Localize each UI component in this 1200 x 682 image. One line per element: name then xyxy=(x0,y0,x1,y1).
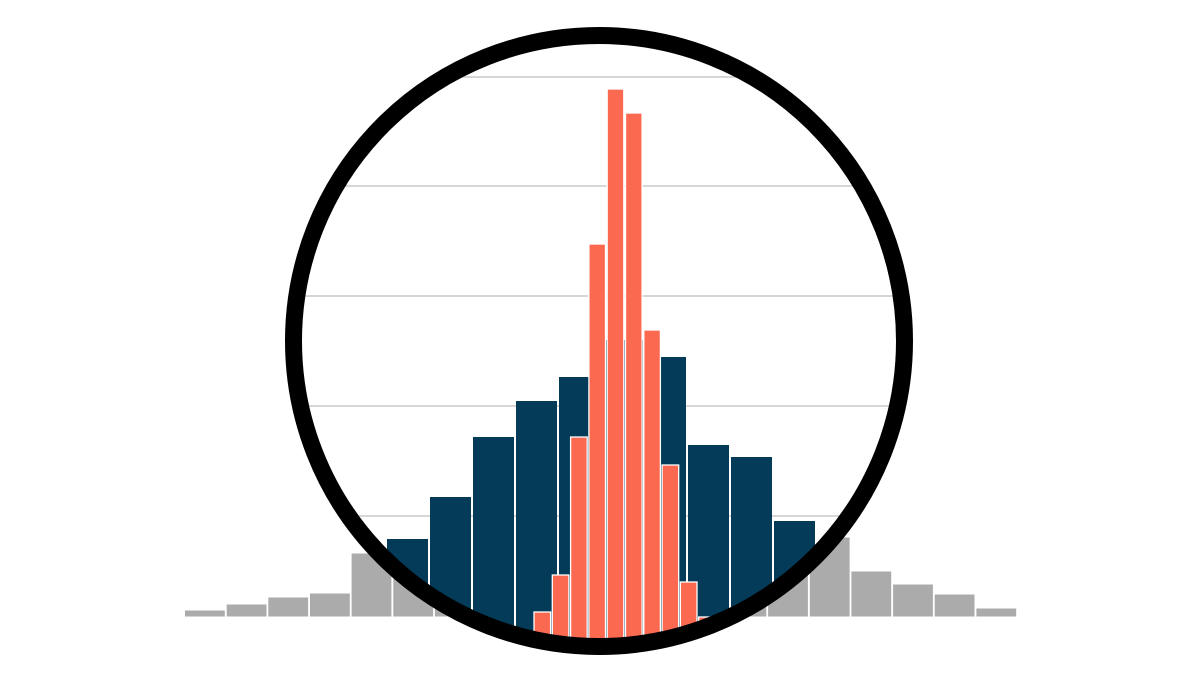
orange-bar xyxy=(624,112,643,647)
gray-bar xyxy=(310,593,350,617)
navy-bar xyxy=(430,497,471,647)
gray-bar xyxy=(893,584,933,617)
orange-bar xyxy=(588,243,607,647)
gray-bar xyxy=(851,571,892,617)
gray-bar xyxy=(268,597,309,617)
orange-bar xyxy=(551,574,570,647)
gray-bar xyxy=(226,604,267,617)
gray-bar xyxy=(976,608,1017,617)
gray-bar xyxy=(185,610,225,617)
orange-bar xyxy=(569,436,588,647)
navy-bar xyxy=(731,457,772,647)
orange-bar xyxy=(661,464,680,647)
lens-ring xyxy=(285,27,913,655)
lens-content xyxy=(293,35,905,647)
orange-bar xyxy=(643,329,662,647)
gray-bar xyxy=(934,594,975,617)
orange-bar xyxy=(606,88,625,647)
navy-bar xyxy=(473,437,514,647)
navy-bar xyxy=(516,401,557,647)
lens-orange-histogram xyxy=(533,88,716,647)
